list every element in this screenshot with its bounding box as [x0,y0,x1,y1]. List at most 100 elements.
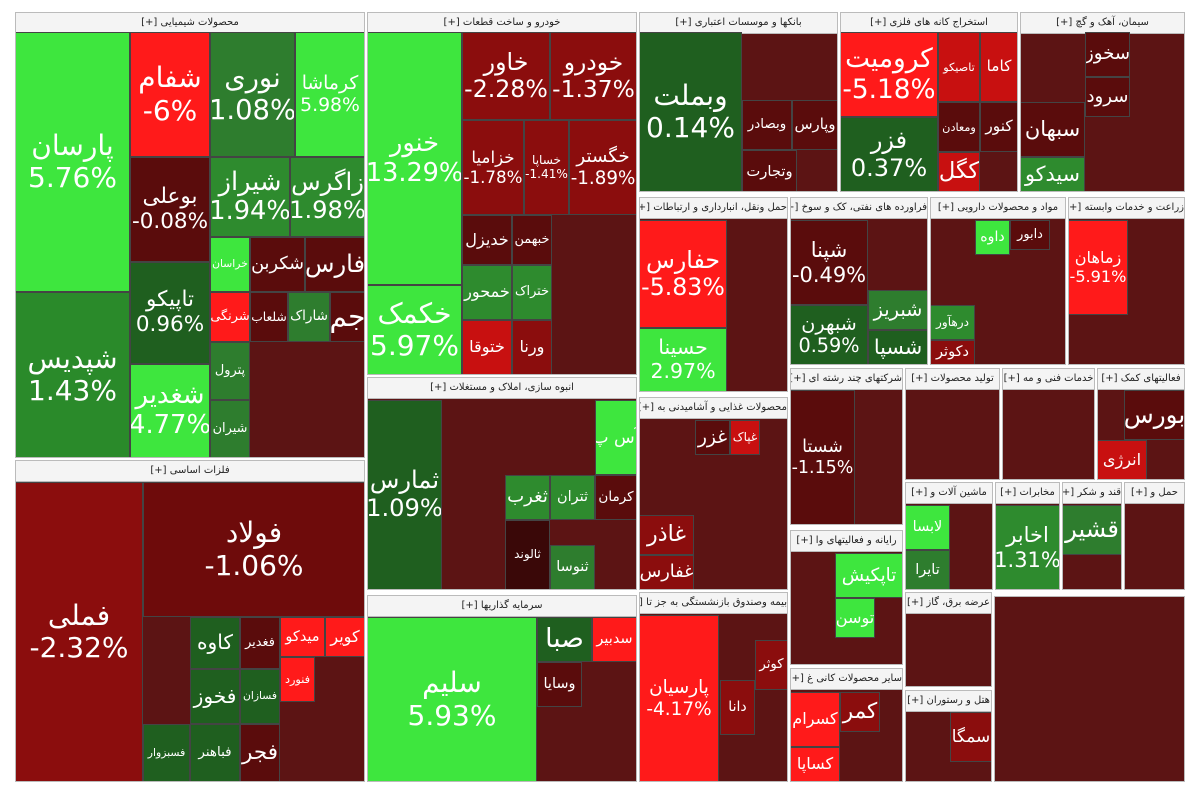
stock-tile[interactable]: وتجارت [742,150,797,191]
sector-title[interactable]: محصولات شیمیایی [+] [16,13,364,34]
stock-tile[interactable]: دکوثر [931,340,975,364]
stock-tile[interactable]: غپاک [730,420,760,455]
stock-tile[interactable]: ختراک [512,265,552,320]
stock-tile[interactable]: فسازان [240,669,280,724]
stock-tile[interactable]: فنورد [280,657,315,702]
stock-tile[interactable]: وبصادر [742,100,792,150]
stock-tile[interactable]: خبهمن [512,215,552,265]
stock-tile[interactable]: شلعاب [250,292,288,342]
sector-title[interactable]: سیمان، آهک و گچ [+] [1021,13,1184,34]
sector-title[interactable]: عرضه برق، گاز [+] [906,593,991,614]
stock-tile[interactable]: سمگا [950,712,991,762]
stock-tile[interactable]: خراسان [210,237,250,292]
stock-tile[interactable]: شفام -6% [130,32,210,157]
stock-tile[interactable]: کرماشا 5.98% [295,32,364,157]
stock-tile[interactable]: ثالوند [505,520,550,589]
stock-tile[interactable]: ثغرب [505,475,550,520]
stock-tile[interactable]: توسن [835,598,875,638]
stock-tile[interactable]: انرژی [1098,440,1147,479]
sector-title[interactable]: مخابرات [+] [996,483,1059,504]
sector-title[interactable]: حمل و [+] [1125,483,1184,504]
stock-tile[interactable]: زاگرس 1.98% [290,157,364,237]
stock-tile[interactable]: خودرو -1.37% [550,32,636,120]
sector-title[interactable]: قند و شکر [+] [1063,483,1121,504]
stock-tile[interactable]: شیراز 1.94% [210,157,290,237]
stock-tile[interactable]: فملی -2.32% [16,482,143,781]
sector-title[interactable]: حمل ونقل، انبارداری و ارتباطات [+] [640,198,787,219]
stock-tile[interactable]: شبهرن 0.59% [791,305,868,364]
stock-tile[interactable]: پترول [210,342,250,400]
stock-tile[interactable]: وسایا [537,662,582,707]
stock-tile[interactable]: دابور [1010,220,1050,250]
stock-tile[interactable]: کاما [980,32,1017,102]
sector-title[interactable]: فلزات اساسی [+] [16,461,364,482]
stock-tile[interactable]: اخابر 1.31% [996,505,1059,589]
stock-tile[interactable]: فجر [240,724,280,781]
stock-tile[interactable]: بوعلی -0.08% [130,157,210,262]
stock-tile[interactable]: سخوز [1085,32,1130,77]
sector-title[interactable]: محصولات غذایی و آشامیدنی به [+] [640,398,787,419]
stock-tile[interactable]: ومعادن [938,102,980,152]
sector-title[interactable]: سرمایه گذاریها [+] [368,596,636,617]
stock-tile[interactable]: وپارس [792,100,837,150]
stock-tile[interactable]: سیدکو [1021,157,1085,191]
stock-tile[interactable]: تاپیکو 0.96% [130,262,210,364]
stock-tile[interactable]: شسپا [868,330,927,364]
stock-tile[interactable]: فارس [305,237,364,292]
stock-tile[interactable]: دانا [720,680,755,735]
stock-tile[interactable]: وبملت 0.14% [640,32,742,191]
stock-tile[interactable]: کساپا [791,747,840,781]
stock-tile[interactable]: خنور 13.29% [368,32,462,285]
stock-tile[interactable]: درهآور [931,305,975,340]
sector-title[interactable]: تولید محصولات [+] [906,369,999,390]
stock-tile[interactable]: کمر [840,692,880,732]
sector-title[interactable]: رایانه و فعالیتهای وا [+] [791,531,902,552]
stock-tile[interactable]: نوری 1.08% [210,32,295,157]
stock-tile[interactable]: زماهان -5.91% [1069,220,1128,315]
stock-tile[interactable]: تاصیکو [938,32,980,102]
stock-tile[interactable]: شپنا -0.49% [791,220,868,305]
stock-tile[interactable]: شبریز [868,290,927,330]
stock-tile[interactable]: کاوه [190,617,240,669]
stock-tile[interactable]: کنور [980,102,1017,152]
sector-title[interactable]: سایر محصولات کانی غ [+] [791,669,902,690]
stock-tile[interactable]: پارسیان -4.17% [640,615,719,781]
stock-tile[interactable]: سبهان [1021,102,1085,157]
stock-tile[interactable]: میدکو [280,617,325,657]
stock-tile[interactable]: شکربن [250,237,305,292]
stock-tile[interactable]: غفارس [640,555,694,589]
stock-tile[interactable]: خساپا -1.41% [524,120,569,215]
stock-tile[interactable]: ورنا [512,320,552,374]
stock-tile[interactable]: سدبیر [592,617,636,662]
stock-tile[interactable]: ثتران [550,475,595,520]
stock-tile[interactable]: ثنوسا [550,545,595,589]
stock-tile[interactable]: کسرام [791,692,840,747]
sector-title[interactable]: خودرو و ساخت قطعات [+] [368,13,636,34]
sector-title[interactable]: ماشین آلات و [+] [906,483,992,504]
stock-tile[interactable]: خمحور [462,265,512,320]
stock-tile[interactable]: خاور -2.28% [462,32,550,120]
stock-tile[interactable]: سلیم 5.93% [368,617,537,781]
stock-tile[interactable]: تایرا [906,550,950,589]
stock-tile[interactable]: غاذر [640,515,694,555]
stock-tile[interactable]: کگل [938,152,980,191]
stock-tile[interactable]: بورس [1124,390,1184,440]
sector-title[interactable]: فعالیتهای کمک [+] [1098,369,1184,390]
stock-tile[interactable]: داوه [975,220,1010,255]
stock-tile[interactable]: شپدیس 1.43% [16,292,130,457]
sector-title[interactable]: استخراج کانه های فلزی [+] [841,13,1017,34]
stock-tile[interactable]: فباهنر [190,724,240,781]
stock-tile[interactable]: ختوقا [462,320,512,374]
stock-tile[interactable]: پارسان 5.76% [16,32,130,292]
sector-title[interactable]: مواد و محصولات دارویی [+] [931,198,1065,219]
stock-tile[interactable]: لابسا [906,505,950,550]
stock-tile[interactable]: شیران [210,400,250,457]
stock-tile[interactable]: خگستر -1.89% [569,120,636,215]
stock-tile[interactable]: کوثر [755,640,787,690]
stock-tile[interactable]: کرومیت -5.18% [841,32,938,117]
stock-tile[interactable]: غزر [695,420,730,455]
stock-tile[interactable]: قشیر [1063,505,1121,555]
stock-tile[interactable]: صبا [537,617,592,662]
sector-title[interactable]: فراورده های نفتی، کک و سوخ [+] [791,198,927,219]
stock-tile[interactable]: شرنگی [210,292,250,342]
